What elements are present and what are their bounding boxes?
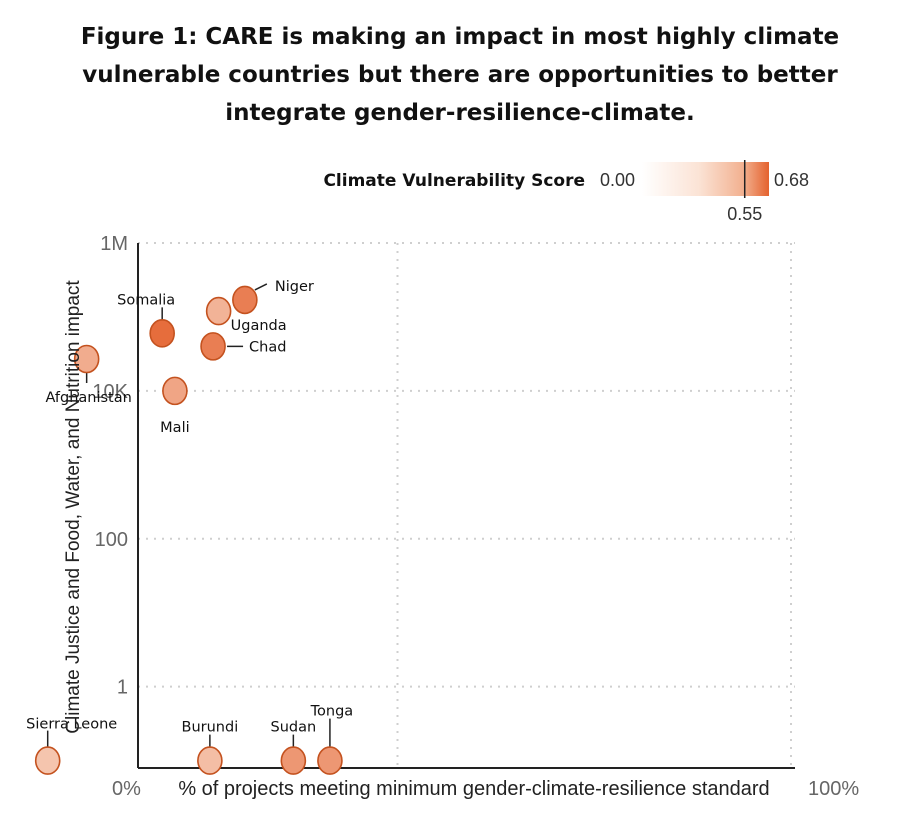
point-label: Burundi (182, 720, 239, 736)
y-tick-label: 1 (117, 677, 128, 699)
point-label: Sudan (271, 720, 317, 736)
point-labels: Niger Uganda Somalia Chad Afghanistan Mali Sie… (26, 279, 353, 749)
legend-marker-label: 0.55 (727, 204, 762, 224)
grid-lines (138, 242, 795, 768)
data-point (317, 746, 343, 775)
y-axis-title: Climate Justice and Food, Water, and Nut… (63, 280, 84, 734)
data-point (197, 746, 223, 775)
x-tick-label: 100% (808, 778, 859, 800)
title-line-3: integrate gender-resilience-climate. (225, 100, 695, 126)
point-label: Uganda (231, 318, 287, 334)
point-label: Niger (275, 279, 314, 295)
data-point (232, 285, 258, 315)
color-legend: Climate Vulnerability Score 0.00 0.68 0.… (323, 160, 809, 224)
point-label: Sierra Leone (26, 717, 117, 733)
legend-min-label: 0.00 (600, 170, 635, 190)
title-line-2: vulnerable countries but there are oppor… (82, 62, 838, 88)
axes (137, 243, 795, 769)
x-tick-label: 0% (112, 778, 141, 800)
axis-ticks: 1 100 10K 1M 0% 100% (92, 233, 859, 800)
point-label: Afghanistan (45, 390, 131, 406)
point-label: Chad (249, 339, 286, 355)
data-point (149, 319, 175, 348)
y-tick-label: 10K (92, 381, 128, 403)
legend-title: Climate Vulnerability Score (323, 171, 585, 191)
data-point (205, 296, 232, 326)
point-label: Mali (160, 420, 189, 436)
chart-title: Figure 1: CARE is making an impact in mo… (60, 18, 860, 132)
legend-gradient-bar (642, 162, 769, 196)
legend-max-label: 0.68 (774, 170, 809, 190)
x-axis-title: % of projects meeting minimum gender-cli… (178, 778, 769, 800)
data-point (200, 332, 226, 361)
data-point (34, 746, 61, 775)
point-label: Tonga (310, 704, 354, 720)
y-tick-label: 1M (100, 233, 128, 255)
leader-line (254, 283, 268, 291)
point-label: Somalia (117, 292, 175, 308)
title-line-1: Figure 1: CARE is making an impact in mo… (80, 24, 840, 50)
data-point (73, 344, 100, 374)
data-points (34, 285, 343, 775)
data-point (280, 746, 307, 775)
y-tick-label: 100 (95, 529, 128, 551)
data-point (162, 376, 188, 406)
